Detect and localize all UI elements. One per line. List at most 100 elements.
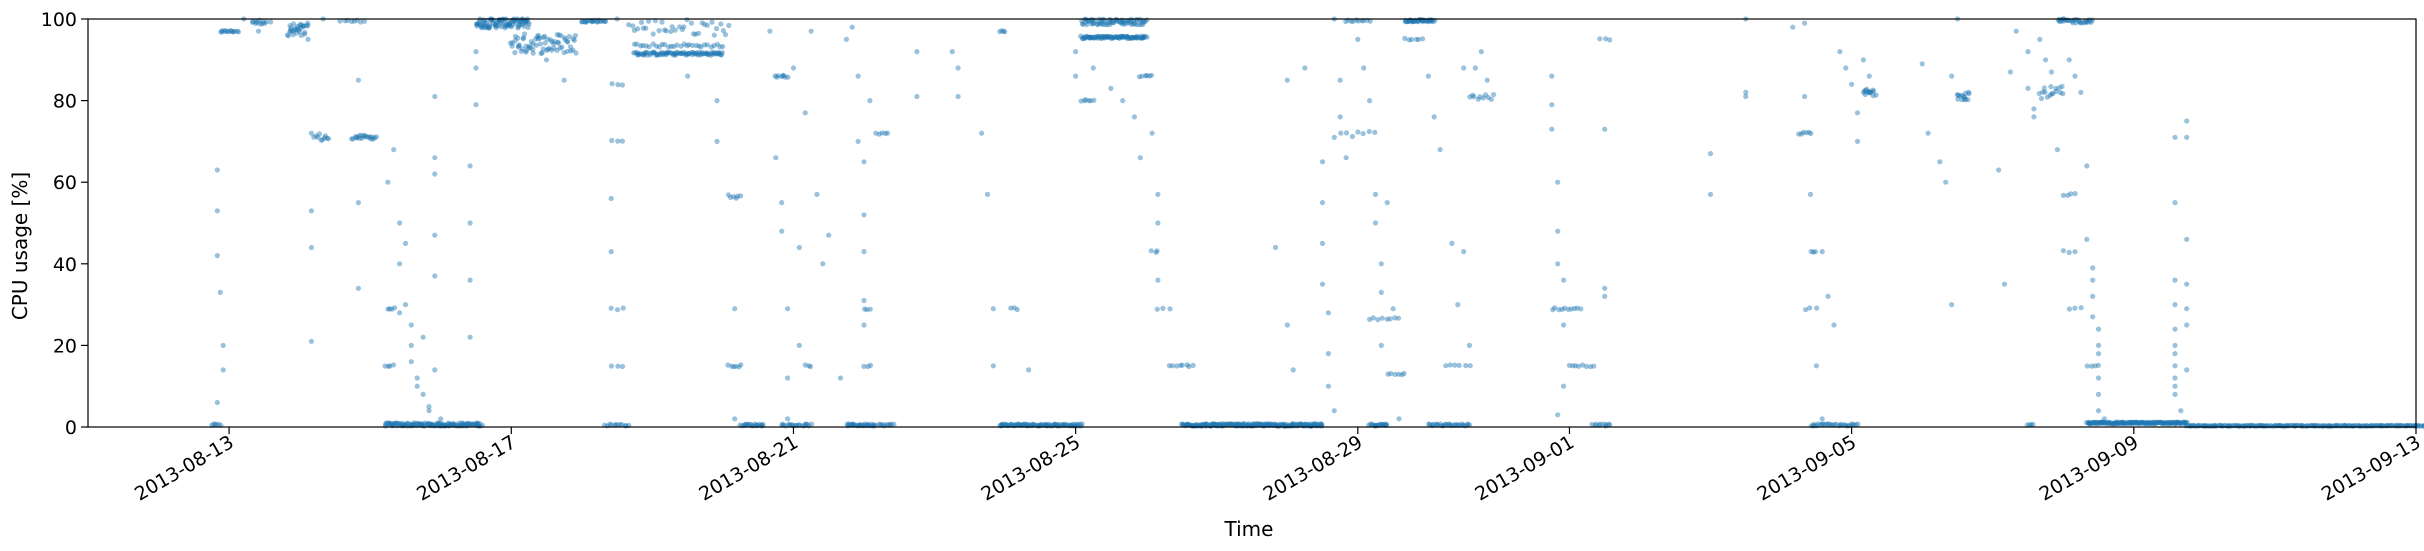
data-point [1315,421,1321,427]
data-point [1819,416,1825,422]
data-point [704,22,710,28]
data-point [696,49,703,55]
data-point [1367,18,1373,24]
data-point [670,50,677,56]
data-point [2083,419,2090,426]
data-point [420,334,426,340]
data-point [662,50,668,57]
data-point [671,43,677,50]
data-point [493,25,499,31]
data-point [2060,18,2066,24]
data-point [1807,191,1814,197]
data-point [2148,420,2154,426]
data-point [1850,422,1856,428]
data-point [2007,69,2013,75]
data-point [681,24,687,30]
data-point [1471,94,1477,100]
data-point [1169,363,1175,369]
data-point [1281,421,1287,427]
data-point [887,422,893,428]
data-point [518,48,524,54]
data-point [2048,69,2055,75]
data-point [774,74,780,80]
data-point [544,47,550,53]
data-point [773,155,779,161]
data-point [2095,362,2101,368]
data-point [608,249,614,255]
data-point [498,24,505,30]
data-point [802,110,808,116]
data-point [1146,73,1152,79]
data-point [850,421,856,427]
data-point [1954,92,1960,98]
data-point [2162,420,2168,427]
data-point [685,73,691,79]
data-point [1318,421,1324,427]
data-point [2178,420,2185,426]
data-point [447,422,453,428]
data-point [1802,93,1808,100]
data-point [1800,129,1806,135]
data-point [486,25,492,31]
data-point [552,39,558,45]
data-point [445,421,451,427]
data-point [1412,18,1418,24]
data-point [686,42,692,48]
data-point [1589,421,1595,427]
data-point [2054,147,2060,153]
data-point [1366,128,1372,135]
data-point [1383,421,1389,427]
data-point [1105,34,1111,41]
data-point [526,45,532,51]
data-point [508,24,514,30]
data-point [660,51,667,57]
data-point [2078,89,2084,95]
data-point [778,74,785,80]
data-point [315,134,321,140]
data-point [1368,421,1374,427]
data-point [1355,129,1361,135]
data-point [1166,363,1172,369]
data-point [669,24,675,30]
data-point [1409,18,1415,24]
data-point [1319,159,1326,165]
data-point [708,44,715,50]
data-point [551,45,557,51]
data-point [642,51,648,57]
data-point [631,27,638,33]
data-point [1743,93,1749,100]
data-point [438,420,444,426]
data-point [2110,421,2116,427]
data-point [1120,34,1127,40]
data-point [1182,422,1189,428]
data-point [2159,420,2166,426]
data-point [521,23,527,29]
data-point [394,420,400,426]
data-point [864,307,870,313]
data-point [690,49,696,56]
data-point [879,130,885,136]
data-point [1181,422,1187,428]
data-point [720,43,726,50]
data-point [1409,19,1415,25]
data-point [2121,420,2127,426]
data-point [785,74,791,80]
data-point [1870,88,1877,94]
data-point [1962,97,1968,103]
data-point [1011,305,1017,311]
data-point [873,130,879,136]
data-point [1819,421,1825,427]
data-point [1096,35,1102,41]
data-point [2024,422,2030,428]
data-point [2072,191,2078,197]
data-point [1225,422,1231,428]
data-point [589,19,595,25]
data-point [846,421,852,427]
data-point [533,36,539,42]
data-point [2087,420,2093,426]
data-point [2098,419,2104,426]
data-point [2084,163,2090,169]
data-point [452,422,458,428]
data-point [1438,421,1444,427]
data-point [2114,420,2120,426]
